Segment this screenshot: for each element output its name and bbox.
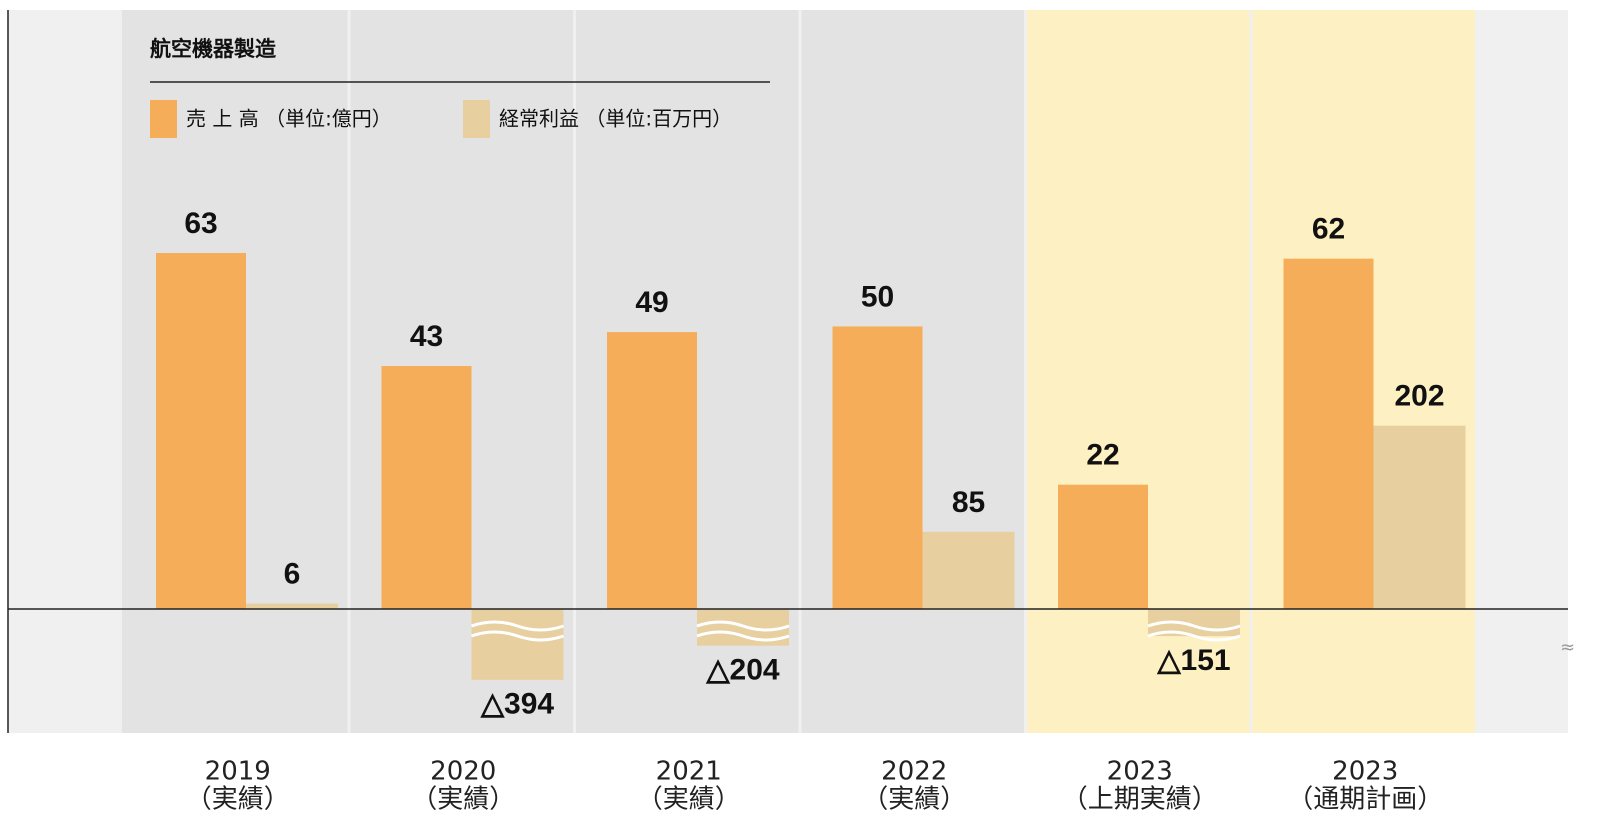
value-label: 63 <box>184 207 217 240</box>
x-tick-label: 2022 <box>881 757 947 787</box>
x-tick-label: 2021 <box>656 757 722 787</box>
break-wave <box>1147 620 1241 632</box>
value-label: △151 <box>1156 644 1230 677</box>
legend-label: 経常利益 （単位:百万円） <box>499 107 732 131</box>
value-label: 6 <box>284 557 301 590</box>
break-wave <box>471 620 564 632</box>
x-tick-label: （上期実績） <box>1062 785 1218 815</box>
value-label: 22 <box>1086 439 1119 472</box>
value-label: 43 <box>410 320 443 353</box>
x-tick-label: 2023 <box>1107 757 1173 787</box>
value-label: 62 <box>1312 213 1345 246</box>
axis-break: ≈ <box>1560 637 1575 658</box>
x-tick-label: （実績） <box>186 785 290 815</box>
x-tick-label: （通期計画） <box>1287 785 1443 815</box>
legend-label: 売 上 高 （単位:億円） <box>186 107 392 131</box>
bar <box>381 366 472 609</box>
x-tick-label: （実績） <box>862 785 966 815</box>
value-label: △204 <box>705 654 779 687</box>
bar <box>832 326 923 609</box>
break-wave <box>471 630 564 642</box>
x-tick-label: 2020 <box>430 757 496 787</box>
value-label: 202 <box>1394 380 1444 413</box>
bar <box>1058 484 1148 609</box>
legend-swatch <box>150 100 177 138</box>
value-label: 85 <box>952 486 985 519</box>
bar <box>246 603 338 609</box>
bar <box>607 332 697 609</box>
value-label: △394 <box>480 688 554 721</box>
bar <box>156 252 246 609</box>
bar <box>471 609 564 680</box>
x-tick-label: （実績） <box>411 785 515 815</box>
value-label: 49 <box>635 286 668 319</box>
chart-title: 航空機器製造 <box>150 37 277 61</box>
x-tick-label: 2019 <box>205 757 271 787</box>
value-label: 50 <box>861 280 894 313</box>
break-wave <box>1147 630 1241 642</box>
bar <box>1373 425 1466 609</box>
x-tick-label: （実績） <box>637 785 741 815</box>
legend-swatch <box>463 100 490 138</box>
break-wave <box>696 620 790 632</box>
x-tick-label: 2023 <box>1332 757 1398 787</box>
bar <box>1283 258 1374 609</box>
break-wave <box>696 630 790 642</box>
bar <box>922 531 1015 609</box>
